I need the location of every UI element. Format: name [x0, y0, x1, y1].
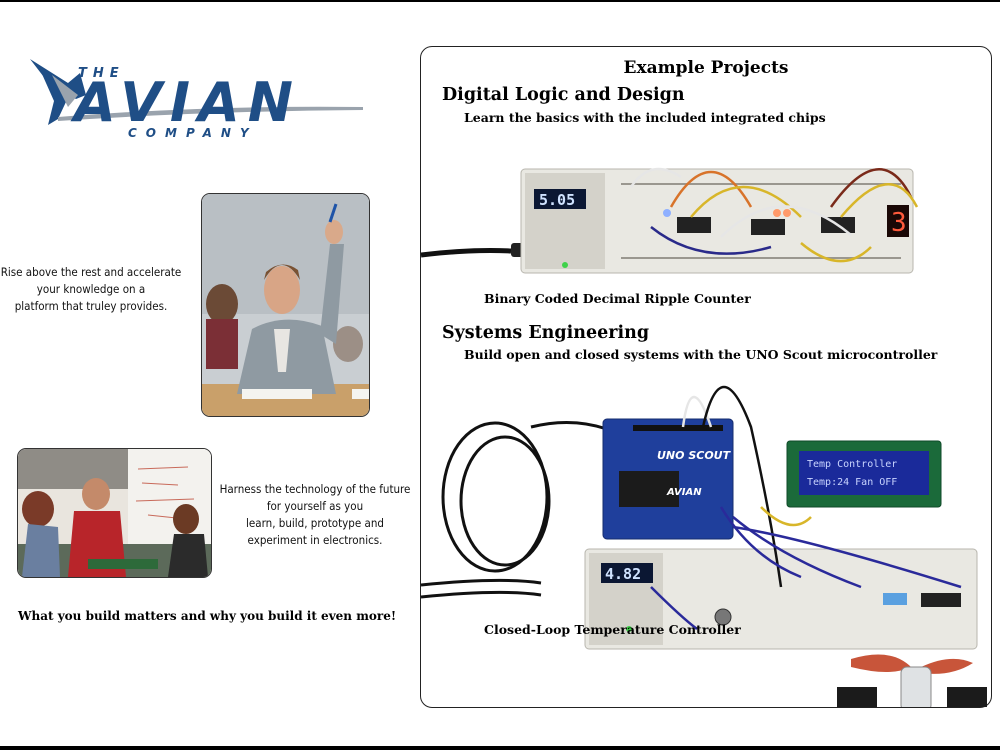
section1-heading: Digital Logic and Design — [442, 85, 685, 105]
section1-subtitle: Learn the basics with the included integ… — [464, 110, 826, 125]
uno-board-label: UNO SCOUT — [657, 449, 732, 462]
blurb1-line: platform that truley provides. — [14, 299, 168, 313]
uno-board-brand: AVIAN — [666, 487, 702, 498]
logo-the: THE — [78, 66, 125, 81]
section1-voltage-display: 5.05 — [539, 191, 575, 209]
student-raising-hand-photo — [201, 193, 370, 417]
intro-blurb: Rise above the rest and accelerate your … — [0, 264, 182, 315]
lcd-line-1: Temp Controller — [807, 459, 897, 470]
blurb1-line: your knowledge on a — [36, 282, 146, 296]
temperature-controller-breadboard: UNO SCOUT AVIAN Temp Controller Temp:24 … — [421, 367, 1000, 707]
tagline: What you build matters and why you build… — [18, 609, 397, 623]
blurb2-line: experiment in electronics. — [247, 533, 383, 547]
blurb1-line: Rise above the rest and accelerate — [0, 265, 182, 279]
section2-voltage-display: 4.82 — [605, 565, 641, 583]
section2-heading: Systems Engineering — [442, 323, 650, 343]
section1-caption: Binary Coded Decimal Ripple Counter — [484, 291, 751, 306]
team-working-photo — [17, 448, 212, 578]
blurb2-line: Harness the technology of the future — [219, 482, 411, 496]
top-border — [0, 0, 1000, 2]
harness-blurb: Harness the technology of the future for… — [210, 481, 420, 549]
blurb2-line: for yourself as you — [266, 499, 364, 513]
bottom-border — [0, 746, 1000, 750]
section2-caption: Closed-Loop Temperature Controller — [484, 622, 741, 637]
logo-company: COMPANY — [128, 126, 258, 140]
section1-digit-display: 3 — [891, 208, 907, 238]
section2-subtitle: Build open and closed systems with the U… — [464, 347, 938, 362]
panel-title: Example Projects — [623, 58, 789, 78]
avian-company-logo: THE AVIAN COMPANY — [28, 55, 368, 145]
lcd-line-2: Temp:24 Fan OFF — [807, 477, 897, 488]
example-projects-panel: Example Projects Digital Logic and Desig… — [420, 46, 992, 708]
blurb2-line: learn, build, prototype and — [246, 516, 384, 530]
bcd-counter-breadboard: 5.05 3 — [421, 147, 991, 287]
logo-avian: AVIAN — [70, 71, 301, 134]
